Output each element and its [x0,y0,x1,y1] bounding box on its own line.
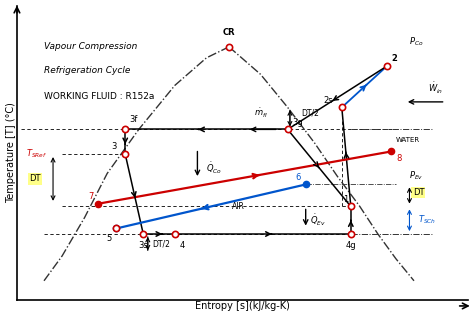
Text: $\dot{Q}_{Ev}$: $\dot{Q}_{Ev}$ [310,212,326,228]
X-axis label: Entropy [s](kJ/kg-K): Entropy [s](kJ/kg-K) [195,301,290,311]
Text: $\dot{Q}_{Co}$: $\dot{Q}_{Co}$ [207,160,222,176]
Text: 2: 2 [392,54,397,63]
Text: WATER: WATER [396,137,420,143]
Text: 3s: 3s [138,241,148,250]
Text: WORKING FLUID : R152a: WORKING FLUID : R152a [44,92,155,101]
Text: DT/2: DT/2 [301,108,319,117]
Text: $\dot{W}_{in}$: $\dot{W}_{in}$ [428,81,443,96]
Text: 8: 8 [396,154,401,163]
Text: DT/2: DT/2 [152,239,170,248]
Text: $T_{SCh}$: $T_{SCh}$ [419,214,437,226]
Text: 3: 3 [111,142,116,152]
Text: $\dot{m}_{fl}$: $\dot{m}_{fl}$ [254,107,267,120]
Text: $P_{Co}$: $P_{Co}$ [410,35,424,48]
Text: 7: 7 [88,192,94,201]
Text: AIR: AIR [232,202,245,211]
Text: 3g: 3g [292,118,303,127]
Text: 6: 6 [296,173,301,182]
Text: 3f: 3f [130,115,138,124]
Text: 4g: 4g [346,241,356,250]
Text: DT: DT [29,174,41,184]
Text: 2s: 2s [323,96,333,105]
Text: CR: CR [223,28,235,37]
Text: Refrigeration Cycle: Refrigeration Cycle [44,66,130,75]
Text: 1: 1 [343,195,348,204]
Text: DT: DT [413,188,424,197]
Text: $P_{Ev}$: $P_{Ev}$ [410,170,424,183]
Y-axis label: Temperature [T] (°C): Temperature [T] (°C) [6,102,16,203]
Text: 4: 4 [179,241,184,250]
Text: Vapour Compression: Vapour Compression [44,42,137,51]
Text: $T_{SRef}$: $T_{SRef}$ [26,148,47,160]
Text: 5: 5 [107,234,112,243]
